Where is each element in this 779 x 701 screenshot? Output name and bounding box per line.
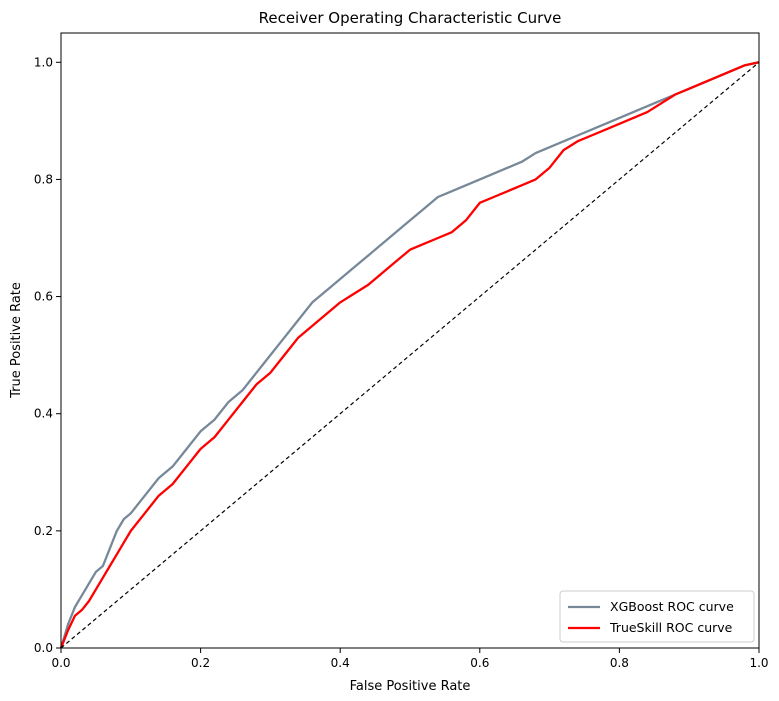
series-line-xgboost bbox=[59, 61, 760, 649]
y-axis-label: True Positive Rate bbox=[9, 282, 24, 399]
chart-title: Receiver Operating Characteristic Curve bbox=[259, 9, 562, 27]
y-tick-label: 0.6 bbox=[34, 290, 53, 304]
y-axis: 0.0 0.2 0.4 0.6 0.8 1.0 bbox=[34, 55, 61, 655]
y-tick-label: 0.8 bbox=[34, 172, 53, 186]
legend-label-trueskill: TrueSkill ROC curve bbox=[609, 620, 733, 635]
series-layer bbox=[59, 61, 760, 649]
x-tick-label: 0.8 bbox=[610, 656, 629, 670]
legend: XGBoost ROC curve TrueSkill ROC curve bbox=[559, 590, 755, 643]
series-line-trueskill bbox=[59, 61, 760, 649]
x-tick-label: 1.0 bbox=[749, 656, 768, 670]
plot-frame bbox=[60, 32, 760, 649]
x-axis: 0.0 0.2 0.4 0.6 0.8 1.0 bbox=[51, 648, 769, 670]
x-tick-label: 0.6 bbox=[470, 656, 489, 670]
x-tick-label: 0.0 bbox=[51, 656, 70, 670]
y-tick-label: 0.0 bbox=[34, 641, 53, 655]
y-tick-label: 0.2 bbox=[34, 524, 53, 538]
y-tick-label: 0.4 bbox=[34, 407, 53, 421]
chance-diagonal-line bbox=[60, 61, 760, 649]
y-tick-label: 1.0 bbox=[34, 55, 53, 69]
legend-label-xgboost: XGBoost ROC curve bbox=[610, 599, 734, 614]
legend-box bbox=[559, 590, 755, 643]
x-axis-label: False Positive Rate bbox=[350, 679, 471, 694]
x-tick-label: 0.2 bbox=[191, 656, 210, 670]
x-tick-label: 0.4 bbox=[331, 656, 350, 670]
